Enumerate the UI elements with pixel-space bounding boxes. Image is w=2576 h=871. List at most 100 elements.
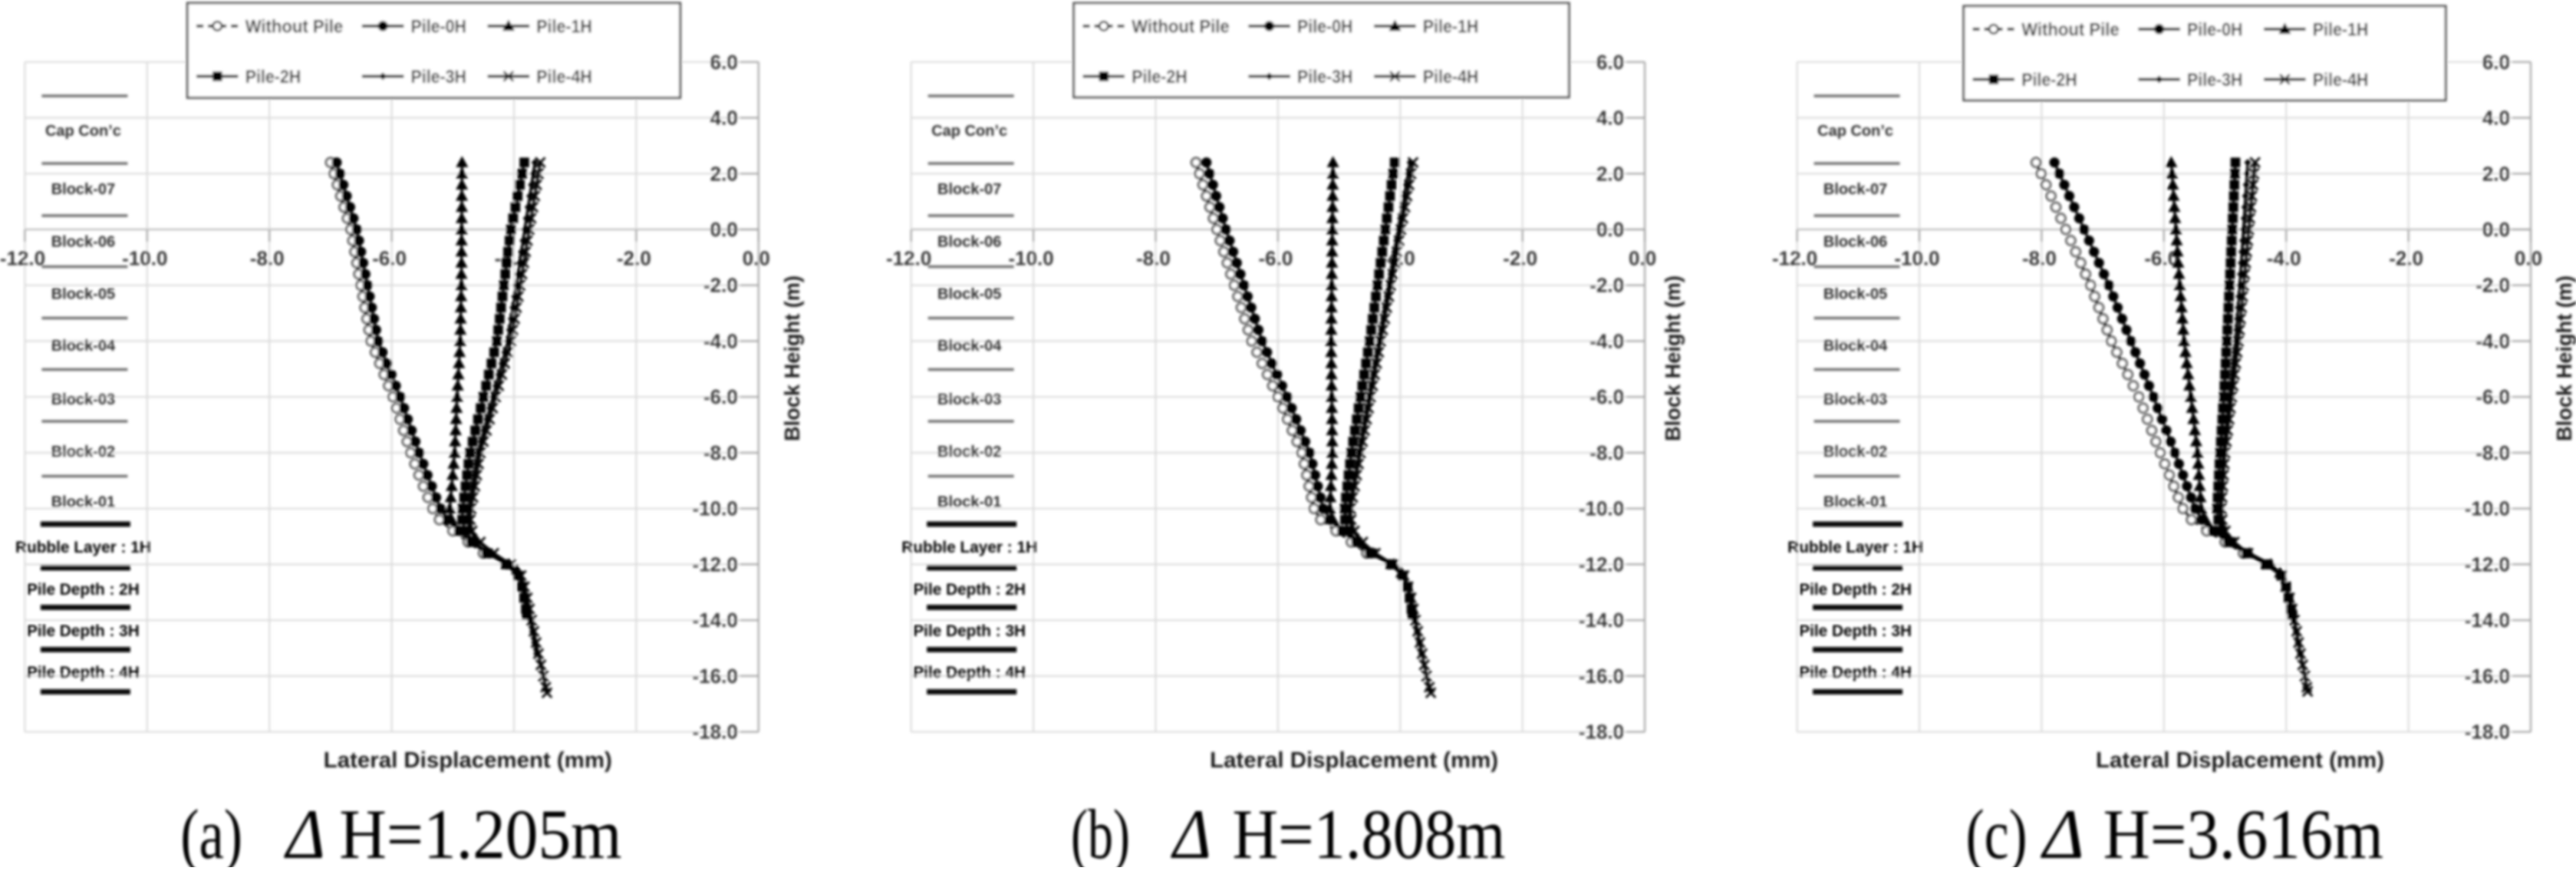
- svg-text:Pile-4H: Pile-4H: [536, 67, 592, 87]
- svg-text:Cap Con’c: Cap Con’c: [1817, 123, 1893, 140]
- svg-text:Pile Depth : 4H: Pile Depth : 4H: [913, 664, 1026, 681]
- svg-text:-14.0: -14.0: [2465, 609, 2510, 632]
- svg-text:-16.0: -16.0: [1579, 665, 1624, 688]
- svg-text:2.0: 2.0: [2482, 162, 2510, 185]
- svg-text:Block-03: Block-03: [51, 391, 115, 408]
- svg-text:4.0: 4.0: [710, 107, 738, 130]
- svg-text:Rubble Layer : 1H: Rubble Layer : 1H: [901, 539, 1037, 556]
- svg-text:Lateral Displacement (mm): Lateral Displacement (mm): [324, 748, 612, 773]
- svg-text:Block-01: Block-01: [1823, 494, 1887, 511]
- svg-text:Block-01: Block-01: [51, 494, 115, 511]
- svg-text:Block-03: Block-03: [1823, 391, 1887, 408]
- svg-text:Pile Depth : 2H: Pile Depth : 2H: [913, 581, 1026, 599]
- svg-text:(b): (b): [1071, 795, 1130, 867]
- svg-text:Block-06: Block-06: [1823, 234, 1887, 251]
- svg-text:Block-04: Block-04: [937, 338, 1002, 355]
- svg-text:Pile Depth : 4H: Pile Depth : 4H: [27, 664, 140, 681]
- svg-text:-6.0: -6.0: [703, 385, 738, 408]
- svg-text:Lateral Displacement (mm): Lateral Displacement (mm): [1210, 748, 1498, 773]
- svg-text:0.0: 0.0: [1629, 247, 1656, 270]
- svg-text:-6.0: -6.0: [1589, 385, 1624, 408]
- svg-text:Cap Con’c: Cap Con’c: [931, 123, 1007, 140]
- svg-text:-12.0: -12.0: [2465, 553, 2510, 576]
- svg-text:Pile Depth : 3H: Pile Depth : 3H: [27, 622, 140, 640]
- svg-text:-8.0: -8.0: [250, 247, 285, 270]
- svg-text:Pile Depth : 2H: Pile Depth : 2H: [27, 581, 140, 599]
- svg-text:-18.0: -18.0: [2465, 721, 2510, 744]
- svg-text:Pile-2H: Pile-2H: [245, 67, 301, 87]
- svg-text:-12.0: -12.0: [693, 553, 738, 576]
- svg-text:-10.0: -10.0: [693, 497, 738, 520]
- svg-text:-6.0: -6.0: [372, 247, 407, 270]
- svg-text:Block-01: Block-01: [937, 494, 1001, 511]
- svg-text:-6.0: -6.0: [2144, 247, 2179, 270]
- svg-text:Pile Depth : 4H: Pile Depth : 4H: [1799, 664, 1912, 681]
- svg-text:Block Height (m): Block Height (m): [1661, 275, 1685, 441]
- svg-text:-8.0: -8.0: [1136, 247, 1171, 270]
- svg-text:Lateral Displacement (mm): Lateral Displacement (mm): [2096, 748, 2384, 773]
- svg-text:Pile-3H: Pile-3H: [2187, 70, 2243, 91]
- svg-text:Δ: Δ: [1170, 795, 1211, 867]
- svg-text:H=1.808m: H=1.808m: [1233, 795, 1506, 867]
- svg-text:Pile Depth : 3H: Pile Depth : 3H: [913, 622, 1026, 640]
- svg-text:4.0: 4.0: [1596, 107, 1624, 130]
- svg-text:-4.0: -4.0: [1589, 330, 1624, 353]
- svg-text:-12.0: -12.0: [0, 247, 45, 270]
- svg-text:Without Pile: Without Pile: [2021, 19, 2120, 40]
- svg-text:Pile-0H: Pile-0H: [2187, 19, 2243, 40]
- svg-text:-10.0: -10.0: [1579, 497, 1624, 520]
- svg-text:Block-05: Block-05: [937, 286, 1001, 303]
- svg-text:-18.0: -18.0: [1579, 721, 1624, 744]
- svg-text:Block-05: Block-05: [51, 286, 115, 303]
- svg-text:-2.0: -2.0: [1589, 274, 1624, 297]
- svg-text:Cap Con’c: Cap Con’c: [45, 123, 121, 140]
- svg-text:-10.0: -10.0: [2465, 497, 2510, 520]
- svg-text:Block-02: Block-02: [1823, 444, 1887, 460]
- svg-text:0.0: 0.0: [2515, 247, 2542, 270]
- svg-text:Pile-0H: Pile-0H: [1297, 17, 1353, 38]
- svg-text:H=1.205m: H=1.205m: [339, 795, 621, 867]
- svg-text:Block-07: Block-07: [937, 181, 1001, 198]
- svg-text:-8.0: -8.0: [2476, 441, 2510, 464]
- svg-text:Pile-0H: Pile-0H: [411, 16, 467, 37]
- svg-text:6.0: 6.0: [2482, 51, 2510, 74]
- svg-text:-6.0: -6.0: [2476, 385, 2510, 408]
- svg-text:-12.0: -12.0: [1579, 553, 1624, 576]
- svg-text:-10.0: -10.0: [1894, 247, 1939, 270]
- svg-text:-8.0: -8.0: [2022, 247, 2057, 270]
- svg-text:Pile-1H: Pile-1H: [536, 16, 592, 37]
- svg-text:Pile-2H: Pile-2H: [2021, 70, 2077, 91]
- svg-text:Δ: Δ: [2040, 795, 2084, 867]
- svg-text:-4.0: -4.0: [703, 330, 738, 353]
- svg-text:Block-06: Block-06: [51, 234, 115, 251]
- svg-text:-8.0: -8.0: [703, 441, 738, 464]
- svg-text:Block Height (m): Block Height (m): [780, 275, 804, 441]
- svg-text:-12.0: -12.0: [1772, 247, 1817, 270]
- svg-text:Block-02: Block-02: [937, 444, 1001, 460]
- svg-text:-8.0: -8.0: [1589, 441, 1624, 464]
- svg-text:Pile-4H: Pile-4H: [1423, 67, 1479, 87]
- svg-text:Pile-3H: Pile-3H: [1297, 67, 1353, 87]
- svg-text:0.0: 0.0: [743, 247, 770, 270]
- svg-text:-2.0: -2.0: [2476, 274, 2510, 297]
- svg-text:Block-06: Block-06: [937, 234, 1001, 251]
- svg-text:H=3.616m: H=3.616m: [2103, 795, 2383, 867]
- svg-text:Block-02: Block-02: [51, 444, 115, 460]
- svg-text:Without Pile: Without Pile: [245, 16, 344, 37]
- svg-text:Rubble Layer : 1H: Rubble Layer : 1H: [15, 539, 151, 556]
- svg-text:-2.0: -2.0: [1503, 247, 1537, 270]
- svg-text:-10.0: -10.0: [1008, 247, 1053, 270]
- svg-text:Without Pile: Without Pile: [1132, 17, 1230, 38]
- svg-text:Pile-3H: Pile-3H: [411, 67, 467, 87]
- svg-text:Pile-1H: Pile-1H: [1423, 17, 1479, 38]
- svg-text:-16.0: -16.0: [2465, 665, 2510, 688]
- svg-text:-4.0: -4.0: [2476, 330, 2510, 353]
- svg-text:-2.0: -2.0: [617, 247, 651, 270]
- svg-text:2.0: 2.0: [1596, 162, 1624, 185]
- svg-text:Block-04: Block-04: [1823, 338, 1888, 355]
- svg-text:Δ: Δ: [283, 795, 325, 867]
- svg-text:Pile-2H: Pile-2H: [1132, 67, 1188, 87]
- svg-text:6.0: 6.0: [1596, 51, 1624, 74]
- svg-text:4.0: 4.0: [2482, 107, 2510, 130]
- svg-text:0.0: 0.0: [1596, 218, 1624, 241]
